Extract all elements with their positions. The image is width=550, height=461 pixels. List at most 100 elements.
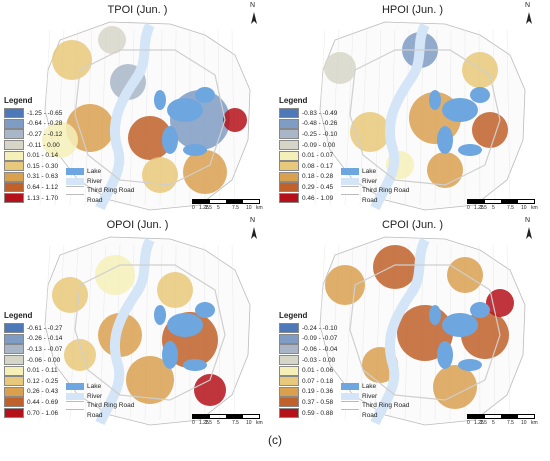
legend-item: 0.44 - 0.69 [4, 397, 76, 408]
lake-swatch [341, 168, 359, 176]
legend-item: 0.70 - 1.06 [4, 408, 76, 419]
road-swatch [341, 186, 359, 196]
hotspot-cluster [52, 40, 92, 80]
legend-title: Legend [279, 311, 308, 320]
scale-tick-label: 10 [246, 420, 252, 426]
legend-item: 0.12 - 0.25 [4, 376, 76, 387]
base-legend: Lake River Third Ring Road Road [66, 167, 134, 205]
road-line [84, 244, 93, 421]
scale-tick-label: 7.5 [507, 205, 514, 211]
road-label: Third Ring Road [87, 187, 135, 195]
legend-item: 0.07 - 0.18 [279, 376, 351, 387]
legend-swatch [279, 386, 299, 397]
hotspot-cluster [126, 356, 174, 404]
legend-label: 0.01 - 0.14 [27, 152, 59, 160]
lake [167, 313, 203, 337]
legend-swatch [4, 397, 24, 408]
legend-item: -0.06 - -0.04 [279, 344, 351, 355]
legend-label: -0.26 - -0.14 [27, 335, 63, 343]
legend-label: 1.13 - 1.70 [27, 194, 59, 202]
legend-label: 0.29 - 0.45 [302, 183, 334, 191]
legend-swatch [4, 150, 24, 161]
legend-item: 0.37 - 0.58 [279, 397, 351, 408]
legend-item: 0.01 - 0.11 [4, 365, 76, 376]
scale-tick-label: 5 [492, 420, 495, 426]
river-label: River [87, 177, 103, 185]
legend-swatch [279, 397, 299, 408]
scale-bar: 0 1.25 2.5 5 7.5 10 km [192, 199, 266, 213]
legend-item: -0.09 - -0.07 [279, 333, 351, 345]
legend-item: 0.46 - 1.09 [279, 193, 351, 204]
hotspot-cluster [142, 157, 178, 193]
legend-swatch [4, 365, 24, 376]
legend-item: 0.19 - 0.36 [279, 386, 351, 398]
panel-title: OPOI (Jun. ) [106, 219, 169, 231]
scale-bar: 0 1.25 2.5 5 7.5 10 km [467, 199, 541, 213]
legend-label: 0.15 - 0.30 [27, 162, 59, 170]
legend-label: 0.31 - 0.63 [27, 173, 59, 181]
scale-tick-label: 0 [192, 420, 195, 426]
scale-tick-label: 1.25 [474, 205, 484, 211]
legend-swatch [279, 333, 299, 344]
legend-label: 0.59 - 0.88 [302, 409, 334, 417]
legend-swatch [279, 140, 299, 151]
legend-swatch [279, 376, 299, 387]
legend-swatch [4, 171, 24, 182]
road-line [314, 29, 326, 206]
river-swatch [341, 392, 359, 400]
road-line [314, 244, 326, 421]
legend-item: -0.13 - -0.07 [4, 344, 76, 355]
lake [429, 90, 441, 110]
legend-title: Legend [4, 96, 33, 105]
legend-item: 0.18 - 0.28 [279, 171, 351, 183]
scale-unit: km [531, 420, 538, 426]
hotspot-cluster [324, 52, 356, 84]
legend-swatch [4, 333, 24, 344]
legend-label: 0.01 - 0.06 [302, 367, 334, 375]
scale-unit: km [256, 205, 263, 211]
scale-tick-label: 0 [467, 420, 470, 426]
legend-swatch [4, 129, 24, 140]
legend-item: -0.61 - -0.27 [4, 323, 76, 334]
road-line [54, 244, 65, 421]
map-canvas [314, 236, 526, 426]
legend-label: 0.26 - 0.43 [27, 388, 59, 396]
legend-label: 0.64 - 1.12 [27, 183, 59, 191]
map-panel-2: HPOI (Jun. ) N Legend -0.83 - -0.49 -0.48 - … [275, 0, 550, 218]
hotspot-cluster [486, 289, 514, 317]
legend-label: 0.12 - 0.25 [27, 377, 59, 385]
scale-tick-label: 2.5 [480, 420, 487, 426]
lake-swatch [66, 168, 84, 176]
lake [458, 144, 482, 156]
river-swatch [66, 177, 84, 185]
legend-swatch [4, 193, 24, 204]
lake-swatch [66, 383, 84, 391]
legend: Legend -0.61 - -0.27 -0.26 - -0.14 -0.13 - … [4, 311, 76, 419]
legend-swatch [4, 386, 24, 397]
third-ring-road [349, 264, 501, 401]
hotspot-cluster [350, 112, 390, 152]
legend-item: -0.06 - 0.00 [4, 355, 76, 366]
legend-swatch [279, 408, 299, 419]
scale-tick-label: 1.25 [199, 205, 209, 211]
lake [195, 302, 215, 318]
third-ring-road [349, 49, 501, 186]
lake [442, 313, 478, 337]
scale-tick-label: 10 [521, 205, 527, 211]
scale-tick-label: 1.25 [474, 420, 484, 426]
legend-swatch [279, 355, 299, 366]
legend-swatch [4, 323, 24, 334]
north-label: N [250, 217, 256, 224]
north-label: N [250, 2, 256, 9]
scale-tick-label: 2.5 [205, 420, 212, 426]
legend-swatch [279, 118, 299, 129]
road-label: Third Ring Road [362, 187, 410, 195]
scale-tick-label: 7.5 [232, 205, 239, 211]
road-swatch [341, 401, 359, 411]
lake [437, 126, 453, 154]
north-arrow-icon: N [247, 2, 261, 26]
legend-item: -0.48 - -0.26 [279, 118, 351, 130]
scale-tick-label: 5 [492, 205, 495, 211]
legend-item: -0.09 - 0.00 [279, 140, 351, 151]
legend-item: 0.31 - 0.63 [4, 171, 76, 183]
